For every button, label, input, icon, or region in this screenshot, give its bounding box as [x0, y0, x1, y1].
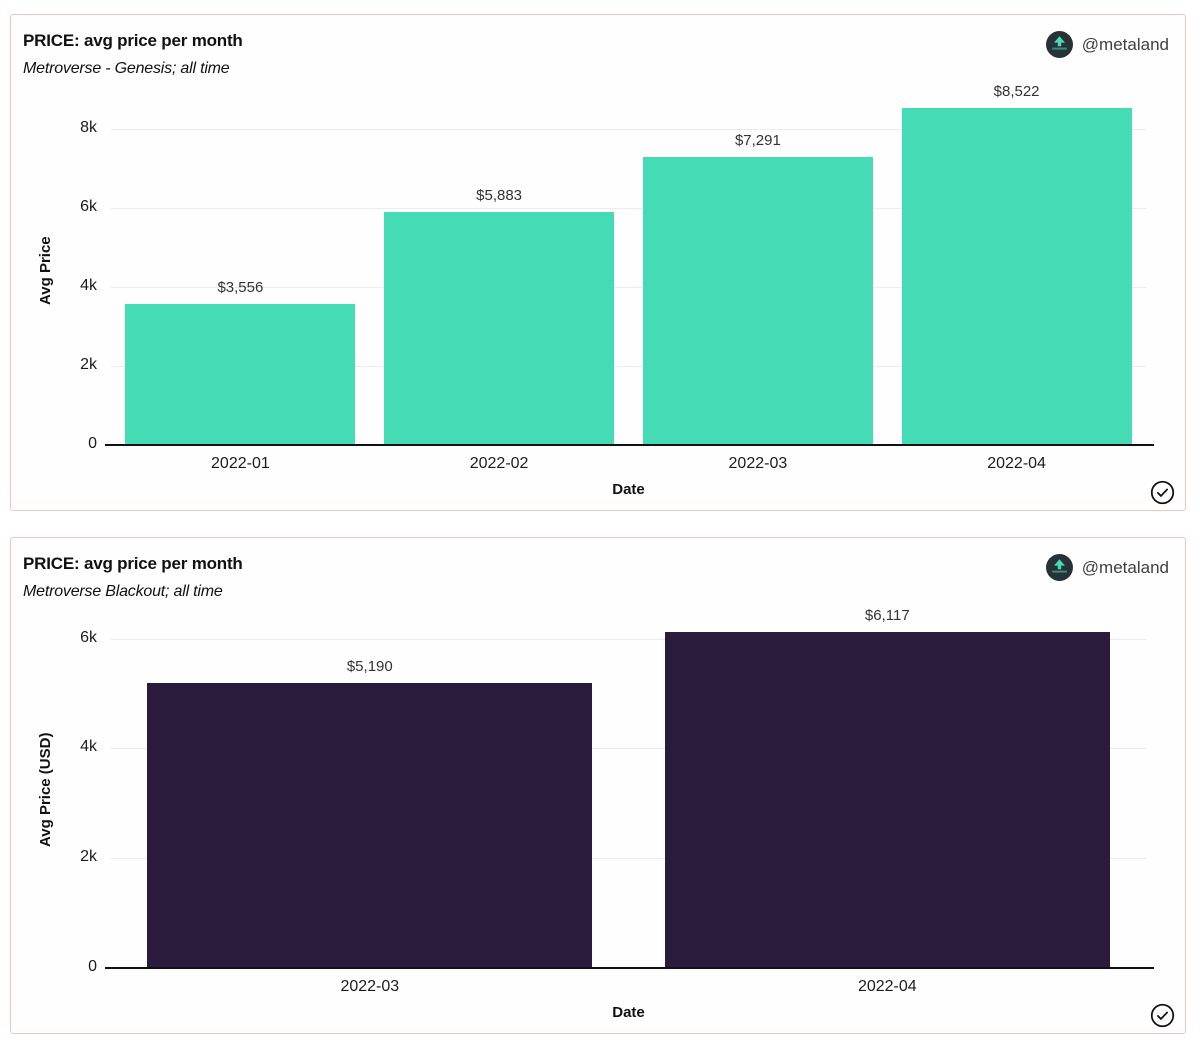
y-tick-label: 0: [88, 958, 97, 975]
chart-title: PRICE: avg price per month: [23, 554, 243, 573]
gridline: [111, 365, 1146, 367]
bar-2022-03[interactable]: [642, 156, 873, 445]
gridline: [111, 858, 1146, 860]
bar-value-label: $8,522: [993, 83, 1040, 100]
x-tick-label: 2022-03: [340, 978, 400, 995]
x-tick-label: 2022-01: [211, 455, 270, 472]
bar-chart-genesis: Avg Price Date 0 2k 4k 6k 8k $3,556 2022-01 $5,…: [11, 15, 1185, 510]
bar-value-label: $6,117: [864, 607, 910, 624]
chart-subtitle: Metroverse Blackout; all time: [23, 583, 223, 600]
x-axis-label: Date: [612, 481, 645, 498]
bar-value-label: $5,190: [346, 657, 393, 675]
gridline: [111, 128, 1146, 130]
bar-chart-blackout: Avg Price (USD) Date 0 2k 4k 6k $5,190 2022-0…: [11, 538, 1185, 1033]
bar-2022-02[interactable]: [384, 212, 615, 445]
y-tick-label: 4k: [80, 276, 97, 294]
x-axis-label: Date: [612, 1004, 645, 1021]
metaland-logo-icon: [1045, 31, 1073, 58]
author-badge[interactable]: @metaland: [1045, 31, 1169, 58]
y-tick-label: 8k: [80, 118, 97, 136]
bar-value-label: $3,556: [217, 279, 264, 297]
y-tick-label: 2k: [80, 355, 97, 373]
y-axis-label: Avg Price (USD): [37, 732, 54, 847]
gridline: [111, 748, 1146, 750]
bar-value-label: $7,291: [734, 131, 781, 149]
author-handle: @metaland: [1081, 557, 1169, 577]
y-tick-label: 4k: [80, 738, 97, 756]
bar-2022-03[interactable]: [147, 682, 593, 968]
x-tick-label: 2022-02: [469, 455, 529, 472]
gridline: [111, 207, 1146, 209]
y-tick-label: 6k: [80, 628, 97, 646]
x-tick-label: 2022-04: [987, 455, 1046, 472]
x-tick-label: 2022-03: [728, 455, 788, 472]
gridline: [111, 286, 1146, 288]
y-tick-label: 2k: [80, 848, 97, 866]
author-handle: @metaland: [1081, 34, 1169, 54]
gridline: [111, 638, 1146, 640]
bar-value-label: $5,883: [476, 187, 523, 205]
bar-2022-04[interactable]: [664, 632, 1110, 968]
verified-check-icon: [1150, 480, 1175, 505]
x-axis-line: [105, 967, 1154, 969]
y-tick-label: 0: [88, 435, 97, 452]
x-axis-line: [105, 444, 1154, 446]
bar-2022-01[interactable]: [125, 304, 356, 445]
bar-2022-04[interactable]: [901, 108, 1132, 445]
chart-panel-blackout: PRICE: avg price per month Metroverse Bl…: [10, 537, 1186, 1034]
verified-check-icon: [1150, 1003, 1175, 1028]
y-tick-label: 6k: [80, 197, 97, 215]
y-axis-label: Avg Price: [37, 236, 54, 306]
x-tick-label: 2022-04: [857, 978, 917, 995]
metaland-logo-icon: [1045, 554, 1073, 581]
chart-subtitle: Metroverse - Genesis; all time: [23, 60, 230, 77]
chart-panel-genesis: PRICE: avg price per month Metroverse - …: [10, 14, 1186, 511]
chart-title: PRICE: avg price per month: [23, 31, 243, 50]
author-badge[interactable]: @metaland: [1045, 554, 1169, 581]
